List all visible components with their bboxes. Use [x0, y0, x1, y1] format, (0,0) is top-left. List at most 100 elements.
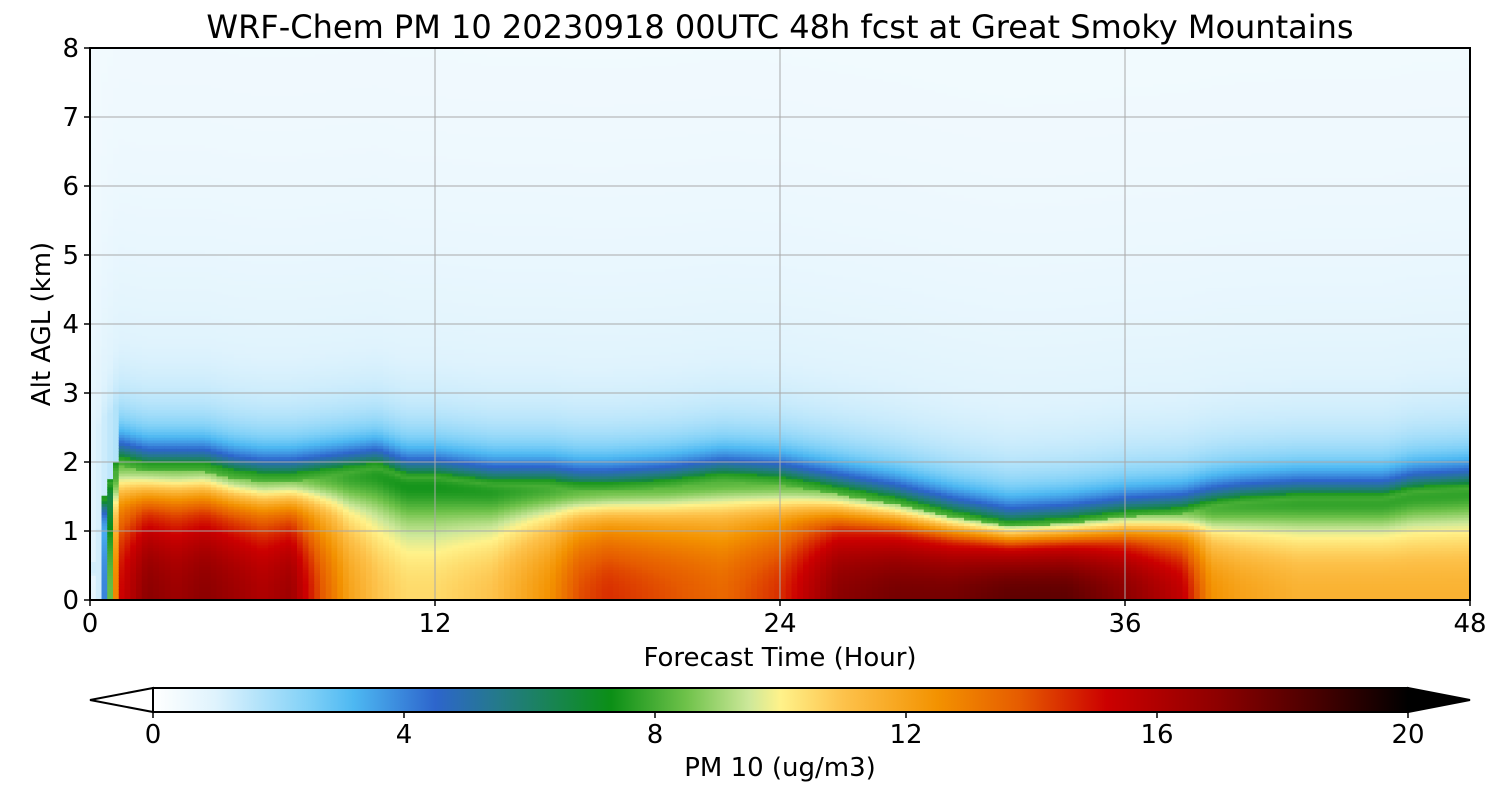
field-cell: [136, 288, 142, 300]
field-cell: [119, 203, 125, 212]
field-cell: [107, 216, 113, 225]
field-cell: [153, 120, 159, 145]
field-cell: [136, 252, 142, 264]
field-cell: [107, 283, 113, 292]
field-cell: [96, 285, 102, 302]
field-cell: [136, 147, 142, 172]
field-cell: [102, 269, 108, 286]
field-cell: [176, 318, 182, 327]
field-cell: [130, 214, 136, 231]
field-cell: [102, 324, 108, 336]
field-cell: [96, 387, 102, 396]
field-cell: [142, 327, 148, 336]
field-cell: [107, 332, 113, 338]
field-cell: [102, 313, 108, 322]
field-cell: [165, 197, 171, 209]
field-cell: [125, 169, 131, 192]
field-cell: [130, 194, 136, 206]
field-cell: [113, 153, 119, 178]
field-cell: [119, 247, 125, 259]
field-cell: [142, 318, 148, 327]
field-cell: [113, 583, 119, 589]
field-cell: [142, 145, 148, 151]
field-cell: [119, 272, 125, 284]
field-cell: [165, 589, 171, 598]
field-cell: [96, 302, 102, 319]
field-cell: [165, 302, 171, 311]
field-cell: [176, 277, 182, 289]
field-cell: [182, 145, 188, 151]
field-cell: [136, 335, 142, 341]
field-cell: [165, 291, 171, 303]
field-cell: [113, 147, 119, 153]
field-cell: [182, 589, 188, 598]
field-cell: [182, 583, 188, 589]
field-cell: [107, 48, 113, 57]
field-cell: [125, 266, 131, 275]
field-cell: [188, 236, 194, 250]
field-cell: [113, 280, 119, 289]
field-cell: [176, 84, 182, 120]
field-cell: [182, 197, 188, 209]
field-cell: [171, 310, 177, 316]
field-cell: [171, 277, 177, 289]
field-cell: [176, 586, 182, 592]
field-cell: [136, 307, 142, 313]
field-cell: [148, 338, 154, 344]
field-cell: [130, 332, 136, 338]
field-cell: [188, 318, 194, 327]
field-cell: [130, 147, 136, 172]
field-cell: [113, 316, 119, 322]
field-cell: [148, 236, 154, 250]
field-cell: [130, 230, 136, 247]
field-cell: [119, 330, 125, 336]
field-cell: [107, 139, 113, 164]
field-cell: [136, 583, 142, 589]
field-cell: [148, 252, 154, 266]
field-cell: [125, 145, 131, 170]
field-cell: [113, 343, 119, 349]
field-cell: [159, 145, 165, 151]
field-cell: [188, 216, 194, 236]
field-cell: [171, 272, 177, 278]
field-cell: [102, 299, 108, 308]
field-cell: [113, 291, 119, 303]
field-cell: [153, 327, 159, 336]
field-cell: [102, 186, 108, 211]
field-cell: [153, 310, 159, 316]
field-cell: [125, 310, 131, 316]
field-cell: [130, 269, 136, 275]
field-cell: [113, 338, 119, 344]
field-cell: [153, 145, 159, 151]
field-cell: [171, 216, 177, 236]
field-cell: [182, 310, 188, 316]
field-cell: [159, 216, 165, 236]
field-cell: [119, 258, 125, 267]
field-cell: [102, 233, 108, 242]
field-cell: [153, 216, 159, 236]
field-cell: [96, 368, 102, 380]
field-cell: [142, 208, 148, 217]
field-cell: [125, 261, 131, 267]
field-cell: [96, 274, 102, 286]
field-cell: [188, 586, 194, 592]
field-cell: [159, 338, 165, 344]
field-cell: [113, 219, 119, 236]
field-cell: [142, 288, 148, 300]
field-cell: [182, 208, 188, 217]
field-cell: [130, 142, 136, 148]
field-cell: [148, 84, 154, 120]
field-cell: [96, 114, 102, 153]
field-cell: [96, 48, 102, 107]
field-cell: [165, 583, 171, 589]
field-cell: [136, 277, 142, 286]
field-cell: [119, 321, 125, 330]
field-cell: [176, 338, 182, 344]
field-cell: [119, 114, 125, 139]
field-cell: [102, 349, 108, 355]
field-cell: [130, 261, 136, 270]
field-cell: [125, 305, 131, 311]
field-cell: [102, 288, 108, 300]
field-cell: [107, 65, 113, 104]
field-cell: [96, 266, 102, 275]
